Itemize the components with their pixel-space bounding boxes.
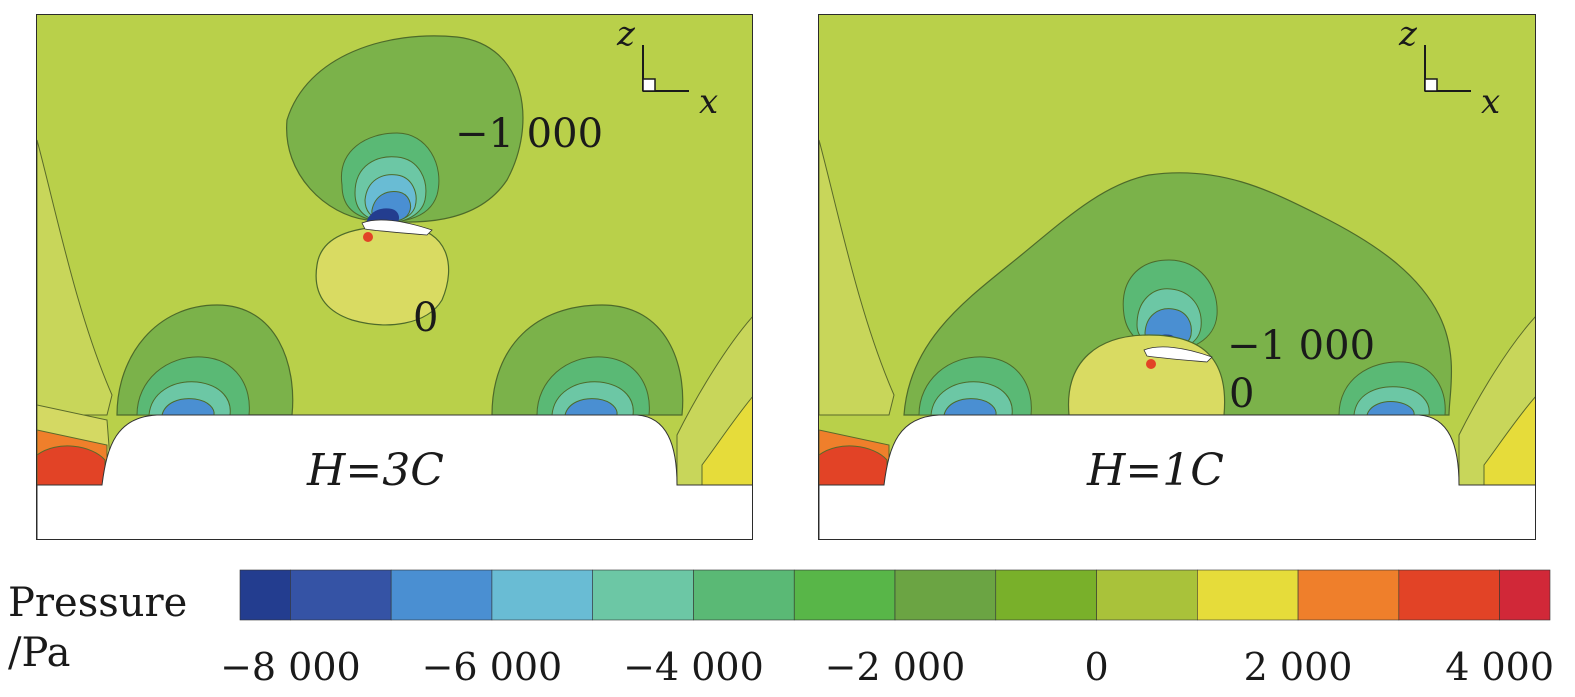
- pressure-contour-plot-h3c: −1 000 0 H=3C z x: [37, 15, 752, 539]
- legend-title-line1: Pressure: [8, 580, 188, 626]
- wing-stagnation: [1146, 359, 1156, 369]
- ground-body: [819, 414, 1535, 539]
- axis-triad: z x: [616, 15, 718, 122]
- legend-swatch: [1197, 569, 1299, 621]
- legend-ticks: −8 000 −6 000 −4 000 −2 000 0 2 000 4 000: [220, 645, 1554, 689]
- contour-label-zero: 0: [413, 295, 438, 341]
- suction-core: [367, 208, 400, 223]
- contour-panel-h3c: −1 000 0 H=3C z x: [36, 14, 753, 540]
- legend-swatch: [290, 569, 392, 621]
- legend-tick-label: −8 000: [220, 645, 361, 689]
- ground-suction-right-4: [1366, 401, 1415, 416]
- ground-body: [37, 414, 752, 539]
- ground-suction-left-4: [943, 398, 997, 416]
- legend-swatch: [1398, 569, 1500, 621]
- axis-label-z: z: [1398, 15, 1418, 54]
- pressure-contour-plot-h1c: −1 000 0 H=1C z x: [819, 15, 1535, 539]
- legend-swatch: [390, 569, 493, 621]
- legend-swatch: [995, 569, 1097, 621]
- contour-panel-h1c: −1 000 0 H=1C z x: [818, 14, 1536, 540]
- side-wedge-left: [37, 139, 113, 416]
- legend-tick-label: −4 000: [623, 645, 764, 689]
- legend-swatch: [1096, 569, 1198, 621]
- color-legend: −8 000 −6 000 −4 000 −2 000 0 2 000 4 000: [220, 569, 1554, 689]
- contour-label-zero: 0: [1229, 371, 1254, 417]
- legend-swatch: [1499, 569, 1551, 621]
- contour-label-neg1000: −1 000: [1227, 323, 1375, 369]
- legend-tick-label: 0: [1084, 645, 1108, 689]
- height-label: H=3C: [306, 445, 444, 496]
- height-label: H=1C: [1086, 445, 1224, 496]
- axis-label-x: x: [699, 82, 718, 122]
- legend-swatch: [592, 569, 694, 621]
- legend-swatch: [894, 569, 997, 621]
- wing-airfoil: [1143, 346, 1213, 363]
- legend-title-line2: /Pa: [8, 630, 71, 676]
- wing-airfoil: [361, 219, 433, 236]
- axis-label-x: x: [1481, 82, 1500, 122]
- legend-swatch: [491, 569, 593, 621]
- axis-triad: z x: [1398, 15, 1500, 122]
- legend-swatch: [1297, 569, 1400, 621]
- legend-tick-label: 2 000: [1244, 645, 1353, 689]
- legend-swatch: [239, 569, 291, 621]
- stagnation-red-left: [819, 445, 888, 486]
- axis-label-z: z: [616, 15, 636, 54]
- side-wedge-right-yellow: [1483, 396, 1535, 486]
- ground-suction-right-4: [564, 398, 618, 416]
- contour-label-neg1000: −1 000: [455, 111, 603, 157]
- legend-swatch: [793, 569, 896, 621]
- ground-suction-left-4: [161, 398, 215, 416]
- legend-tick-label: −6 000: [422, 645, 563, 689]
- legend-title: Pressure /Pa: [8, 578, 187, 678]
- side-wedge-right-yellow: [701, 396, 752, 486]
- legend-tick-label: −2 000: [825, 645, 966, 689]
- legend-swatches: [239, 569, 1551, 621]
- stagnation-red-left: [37, 445, 106, 486]
- legend-swatch: [693, 569, 795, 621]
- wing-stagnation: [363, 232, 373, 242]
- side-wedge-left: [819, 139, 895, 416]
- legend-tick-label: 4 000: [1445, 645, 1554, 689]
